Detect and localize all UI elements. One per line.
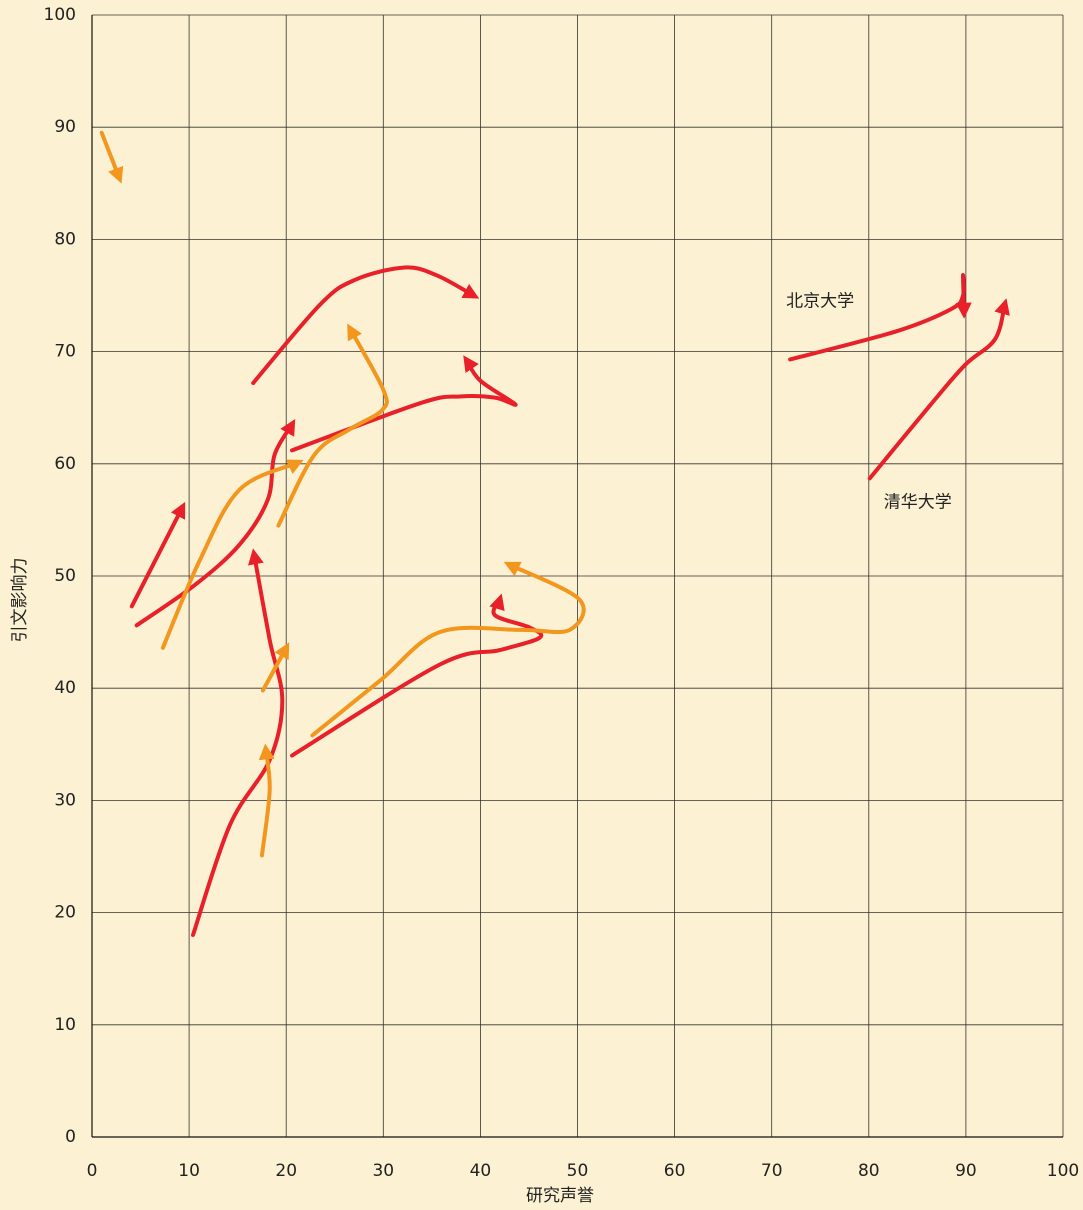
y-tick-label: 20	[54, 903, 76, 923]
y-tick-label: 90	[54, 117, 76, 137]
y-axis-label: 引文影响力	[10, 558, 30, 643]
trajectory	[99, 130, 124, 184]
x-tick-label: 40	[470, 1161, 492, 1181]
y-tick-label: 100	[44, 5, 76, 25]
y-tick-label: 60	[54, 454, 76, 474]
trajectory	[290, 593, 544, 758]
trajectory	[258, 743, 275, 858]
trajectory	[129, 501, 186, 609]
y-tick-label: 0	[65, 1127, 76, 1147]
trajectory	[276, 323, 389, 528]
x-tick-label: 0	[87, 1161, 98, 1181]
x-tick-label: 100	[1047, 1161, 1079, 1181]
trajectory	[160, 459, 304, 650]
trajectory	[310, 561, 586, 738]
trajectory	[190, 548, 285, 938]
y-tick-label: 30	[54, 790, 76, 810]
trajectory	[788, 273, 972, 362]
x-tick-label: 50	[567, 1161, 589, 1181]
trajectory	[251, 265, 480, 386]
series-label: 清华大学	[884, 492, 952, 512]
y-tick-label: 70	[54, 342, 76, 362]
x-tick-label: 80	[858, 1161, 880, 1181]
series-label: 北京大学	[786, 291, 854, 311]
y-tick-label: 80	[54, 229, 76, 249]
x-tick-label: 60	[664, 1161, 686, 1181]
x-tick-label: 90	[955, 1161, 977, 1181]
y-tick-label: 10	[54, 1015, 76, 1035]
x-tick-label: 30	[372, 1161, 394, 1181]
x-tick-label: 10	[178, 1161, 200, 1181]
x-tick-label: 70	[761, 1161, 783, 1181]
y-tick-label: 40	[54, 678, 76, 698]
trajectory	[260, 642, 290, 693]
x-tick-label: 20	[275, 1161, 297, 1181]
x-axis-label: 研究声誉	[526, 1186, 594, 1206]
trajectory	[290, 355, 518, 453]
trajectory	[867, 298, 1010, 481]
y-tick-label: 50	[54, 566, 76, 586]
